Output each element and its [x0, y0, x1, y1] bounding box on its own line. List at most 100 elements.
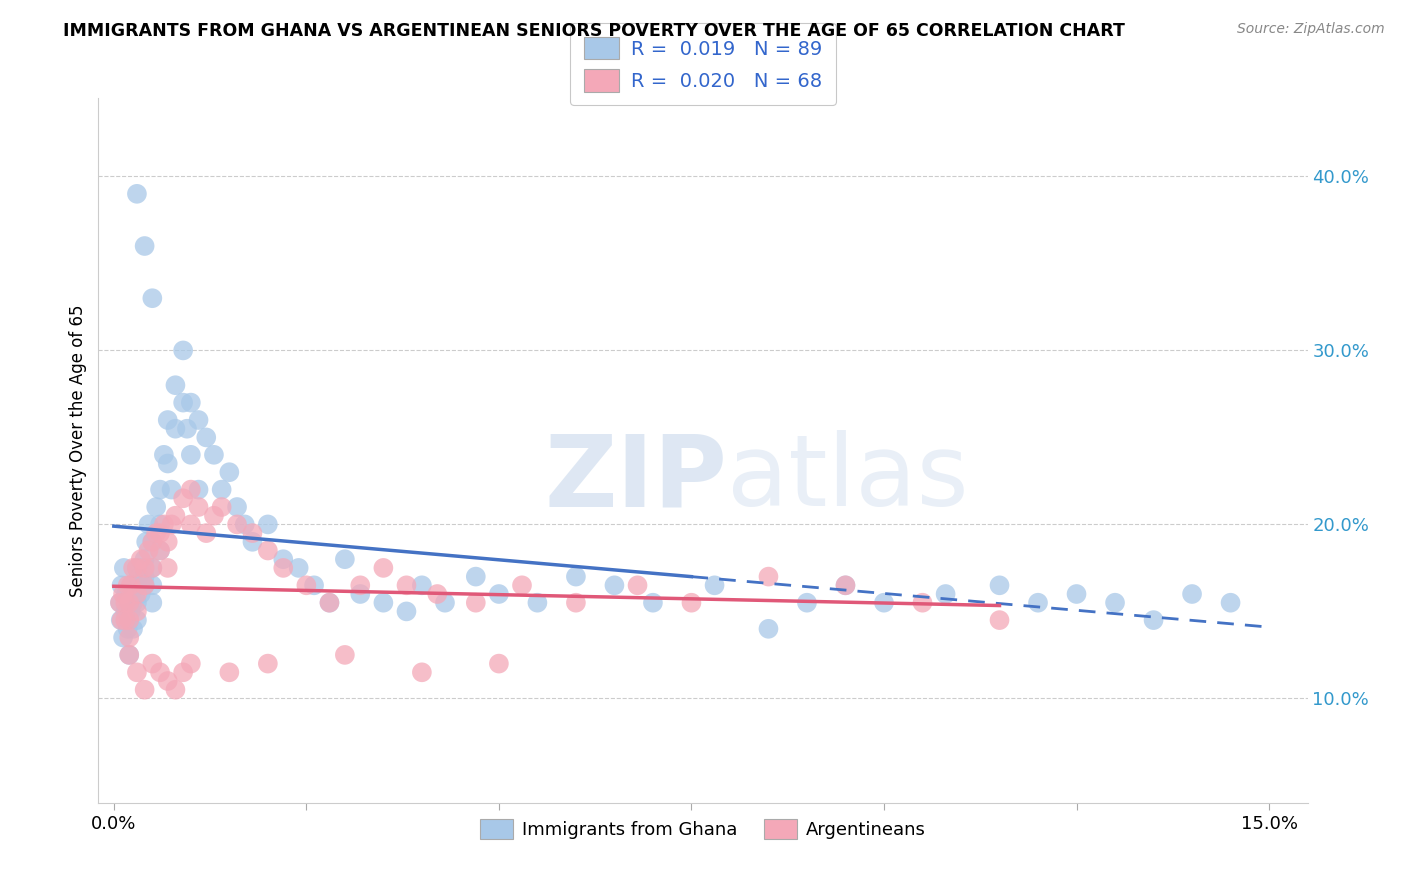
Point — [120, 578, 142, 592]
Point — [242, 534, 264, 549]
Point — [149, 483, 172, 497]
Point — [318, 596, 340, 610]
Point — [138, 517, 160, 532]
Point — [257, 543, 280, 558]
Point — [125, 665, 148, 680]
Point — [172, 665, 194, 680]
Point — [110, 613, 132, 627]
Point — [165, 378, 187, 392]
Point — [758, 622, 780, 636]
Point — [141, 578, 163, 592]
Point — [911, 596, 934, 610]
Point — [218, 465, 240, 479]
Point — [834, 578, 856, 592]
Point — [118, 648, 141, 662]
Point — [172, 395, 194, 409]
Point — [510, 578, 533, 592]
Point — [125, 561, 148, 575]
Point — [187, 483, 209, 497]
Point — [120, 604, 142, 618]
Point — [134, 578, 156, 592]
Point — [118, 613, 141, 627]
Point — [160, 483, 183, 497]
Point — [125, 587, 148, 601]
Point — [141, 657, 163, 671]
Point — [118, 613, 141, 627]
Point — [153, 517, 176, 532]
Point — [271, 561, 294, 575]
Point — [129, 561, 152, 575]
Point — [134, 561, 156, 575]
Point — [395, 604, 418, 618]
Point — [165, 422, 187, 436]
Point — [127, 569, 149, 583]
Point — [135, 534, 157, 549]
Point — [122, 596, 145, 610]
Point — [1104, 596, 1126, 610]
Point — [226, 517, 249, 532]
Point — [141, 561, 163, 575]
Point — [1026, 596, 1049, 610]
Point — [180, 517, 202, 532]
Point — [187, 500, 209, 514]
Point — [145, 500, 167, 514]
Point — [115, 587, 138, 601]
Point — [160, 517, 183, 532]
Point — [118, 648, 141, 662]
Point — [165, 508, 187, 523]
Point — [1066, 587, 1088, 601]
Point — [257, 657, 280, 671]
Point — [218, 665, 240, 680]
Point — [129, 552, 152, 566]
Point — [333, 648, 356, 662]
Point — [114, 604, 136, 618]
Point — [703, 578, 725, 592]
Y-axis label: Seniors Poverty Over the Age of 65: Seniors Poverty Over the Age of 65 — [69, 304, 87, 597]
Point — [411, 578, 433, 592]
Point — [108, 596, 131, 610]
Point — [180, 448, 202, 462]
Point — [134, 552, 156, 566]
Point — [134, 239, 156, 253]
Point — [118, 596, 141, 610]
Point — [333, 552, 356, 566]
Point — [295, 578, 318, 592]
Point — [873, 596, 896, 610]
Point — [271, 552, 294, 566]
Point — [156, 534, 179, 549]
Point — [935, 587, 957, 601]
Point — [287, 561, 309, 575]
Point — [165, 682, 187, 697]
Point — [134, 682, 156, 697]
Point — [187, 413, 209, 427]
Point — [796, 596, 818, 610]
Point — [488, 657, 510, 671]
Point — [125, 578, 148, 592]
Point — [134, 569, 156, 583]
Point — [141, 291, 163, 305]
Point — [110, 578, 132, 592]
Point — [834, 578, 856, 592]
Point — [149, 543, 172, 558]
Point — [603, 578, 626, 592]
Point — [122, 622, 145, 636]
Point — [108, 596, 131, 610]
Point — [211, 500, 233, 514]
Point — [114, 613, 136, 627]
Point — [118, 596, 141, 610]
Point — [141, 534, 163, 549]
Point — [156, 673, 179, 688]
Point — [180, 395, 202, 409]
Point — [125, 604, 148, 618]
Point — [156, 561, 179, 575]
Point — [124, 587, 146, 601]
Point — [526, 596, 548, 610]
Point — [156, 413, 179, 427]
Point — [125, 186, 148, 201]
Point — [464, 596, 486, 610]
Point — [141, 534, 163, 549]
Point — [112, 587, 135, 601]
Point — [125, 596, 148, 610]
Point — [1181, 587, 1204, 601]
Point — [257, 517, 280, 532]
